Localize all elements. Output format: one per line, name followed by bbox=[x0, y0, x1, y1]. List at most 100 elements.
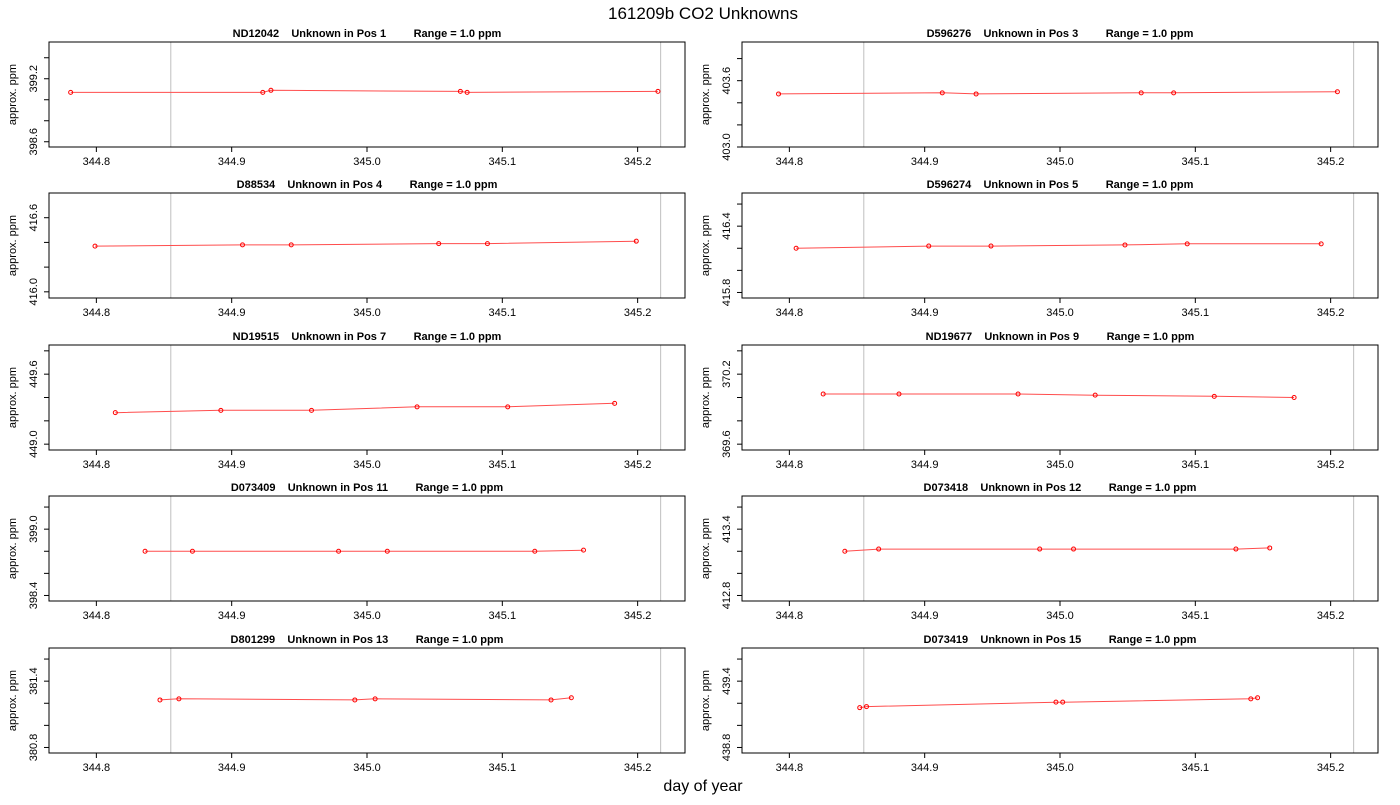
panel-1-series-line bbox=[70, 89, 658, 93]
panel-2-x-tick-label-2: 344.9 bbox=[911, 156, 939, 168]
panel-1-point-2 bbox=[260, 89, 266, 95]
panel-6-y-tick-label-4: 370.2 bbox=[721, 360, 733, 388]
panel-9-point-1 bbox=[157, 697, 163, 703]
panel-3-point-6 bbox=[633, 238, 639, 244]
panel-1-y-tick-label-1: 398.6 bbox=[28, 128, 40, 156]
panel-8-point-1 bbox=[842, 548, 848, 554]
panel-3-y-tick-label-1: 416.0 bbox=[28, 278, 40, 306]
panel-4-point-1 bbox=[793, 245, 799, 251]
panel-2-y-tick-label-4: 403.6 bbox=[721, 67, 733, 95]
panel-3-x-tick-label-5: 345.2 bbox=[624, 307, 652, 319]
panel-1-y-axis-label: approx. ppm bbox=[7, 64, 19, 125]
panel-10-point-2 bbox=[863, 704, 869, 710]
panel-4-x-tick-label-1: 344.8 bbox=[776, 307, 804, 319]
panel-5-y-axis-label: approx. ppm bbox=[7, 367, 19, 428]
panel-1-y-tick-label-4: 399.2 bbox=[28, 65, 40, 93]
panel-8-x-tick-label-1: 344.8 bbox=[776, 610, 804, 622]
panel-2-point-5 bbox=[1171, 90, 1177, 96]
panel-3-point-2 bbox=[240, 242, 246, 248]
panel-10-y-axis-label: approx. ppm bbox=[700, 670, 712, 731]
panel-7-point-2 bbox=[189, 548, 195, 554]
panel-2-point-3 bbox=[973, 91, 979, 97]
panel-5-x-tick-label-2: 344.9 bbox=[218, 459, 246, 471]
panel-9-point-4 bbox=[372, 696, 378, 702]
panel-6-title: ND19677 Unknown in Pos 9 Range = 1.0 ppm bbox=[926, 331, 1195, 343]
panel-5-y-tick-label-4: 449.6 bbox=[28, 360, 40, 388]
panel-6-y-tick-label-1: 369.6 bbox=[721, 430, 733, 458]
panel-3-point-4 bbox=[436, 241, 442, 247]
panel-6-x-tick-label-5: 345.2 bbox=[1317, 459, 1345, 471]
panel-8-point-3 bbox=[1037, 546, 1043, 552]
panel-2-point-6 bbox=[1334, 89, 1340, 95]
panel-7-x-tick-label-5: 345.2 bbox=[624, 610, 652, 622]
panel-9-point-3 bbox=[352, 697, 358, 703]
panel-4-point-4 bbox=[1122, 242, 1128, 248]
panel-7-point-3 bbox=[336, 548, 342, 554]
panel-2-plot-frame bbox=[741, 41, 1379, 148]
panel-8-point-4 bbox=[1071, 546, 1077, 552]
panel-6-point-6 bbox=[1291, 395, 1297, 400]
panel-7-point-1 bbox=[142, 548, 148, 554]
panel-4: D596274 Unknown in Pos 5 Range = 1.0 ppm… bbox=[700, 179, 1379, 319]
panel-5-point-6 bbox=[612, 400, 618, 406]
panel-7-x-tick-label-1: 344.8 bbox=[83, 610, 111, 622]
panel-5-y-tick-label-1: 449.0 bbox=[28, 430, 40, 458]
panel-5-point-4 bbox=[414, 404, 420, 410]
panel-9: D801299 Unknown in Pos 13 Range = 1.0 pp… bbox=[7, 634, 686, 774]
panel-3-y-axis-label: approx. ppm bbox=[7, 215, 19, 276]
panel-4-x-tick-label-4: 345.1 bbox=[1182, 307, 1210, 319]
panel-9-point-6 bbox=[568, 695, 574, 701]
panel-7-x-tick-label-4: 345.1 bbox=[489, 610, 517, 622]
panel-6-x-tick-label-4: 345.1 bbox=[1182, 459, 1210, 471]
panel-3-point-5 bbox=[484, 241, 490, 247]
panel-1-title: ND12042 Unknown in Pos 1 Range = 1.0 ppm bbox=[233, 28, 502, 40]
panel-9-y-tick-label-4: 381.4 bbox=[28, 667, 40, 695]
panel-8: D073418 Unknown in Pos 12 Range = 1.0 pp… bbox=[700, 482, 1379, 622]
panel-1-plot-frame bbox=[48, 41, 686, 148]
panel-1-x-tick-label-4: 345.1 bbox=[489, 156, 517, 168]
panel-10-point-3 bbox=[1053, 699, 1059, 705]
panel-7-point-5 bbox=[532, 548, 538, 554]
panel-9-point-5 bbox=[548, 697, 554, 703]
panel-4-y-tick-label-1: 415.8 bbox=[721, 279, 733, 307]
panel-3-x-tick-label-3: 345.0 bbox=[353, 307, 381, 319]
panel-4-point-6 bbox=[1318, 241, 1324, 247]
panel-5-series-line bbox=[115, 402, 615, 414]
panel-5-point-1 bbox=[112, 410, 118, 416]
panel-4-point-3 bbox=[988, 243, 994, 249]
panel-3-y-tick-label-4: 416.6 bbox=[28, 204, 40, 232]
panel-9-point-2 bbox=[176, 696, 182, 702]
panel-2-point-2 bbox=[939, 90, 945, 96]
panel-10-point-6 bbox=[1255, 695, 1261, 701]
panel-6-series-line bbox=[823, 393, 1295, 398]
panel-7-y-tick-label-1: 398.4 bbox=[28, 582, 40, 610]
panel-3-series-line bbox=[94, 240, 637, 247]
panel-6-x-tick-label-3: 345.0 bbox=[1046, 459, 1074, 471]
panel-1-x-tick-label-3: 345.0 bbox=[353, 156, 381, 168]
panel-6-point-1 bbox=[820, 391, 826, 397]
panel-8-y-tick-label-4: 413.4 bbox=[721, 515, 733, 543]
panel-6-x-tick-label-2: 344.9 bbox=[911, 459, 939, 471]
panel-7-y-tick-label-4: 399.0 bbox=[28, 515, 40, 543]
panel-2-x-tick-label-5: 345.2 bbox=[1317, 156, 1345, 168]
panel-5-x-tick-label-3: 345.0 bbox=[353, 459, 381, 471]
panel-7-y-axis-label: approx. ppm bbox=[7, 518, 19, 579]
panel-9-x-tick-label-1: 344.8 bbox=[83, 762, 111, 774]
panel-8-point-6 bbox=[1267, 545, 1273, 551]
panel-8-title: D073418 Unknown in Pos 12 Range = 1.0 pp… bbox=[924, 482, 1197, 494]
panel-3-point-3 bbox=[288, 242, 294, 248]
panel-7-x-tick-label-3: 345.0 bbox=[353, 610, 381, 622]
panel-2-title: D596276 Unknown in Pos 3 Range = 1.0 ppm bbox=[927, 28, 1194, 40]
panel-5-plot-frame bbox=[48, 344, 686, 451]
panel-1-x-tick-label-5: 345.2 bbox=[624, 156, 652, 168]
panel-7-x-tick-label-2: 344.9 bbox=[218, 610, 246, 622]
panel-1-x-tick-label-2: 344.9 bbox=[218, 156, 246, 168]
panel-1-point-3 bbox=[268, 87, 274, 93]
panel-9-y-axis-label: approx. ppm bbox=[7, 670, 19, 731]
panel-10-y-tick-label-1: 438.8 bbox=[721, 734, 733, 762]
panel-9-x-tick-label-5: 345.2 bbox=[624, 762, 652, 774]
panel-7-plot-frame bbox=[48, 495, 686, 602]
panel-7: D073409 Unknown in Pos 11 Range = 1.0 pp… bbox=[7, 482, 686, 622]
panel-10-point-1 bbox=[857, 705, 863, 711]
